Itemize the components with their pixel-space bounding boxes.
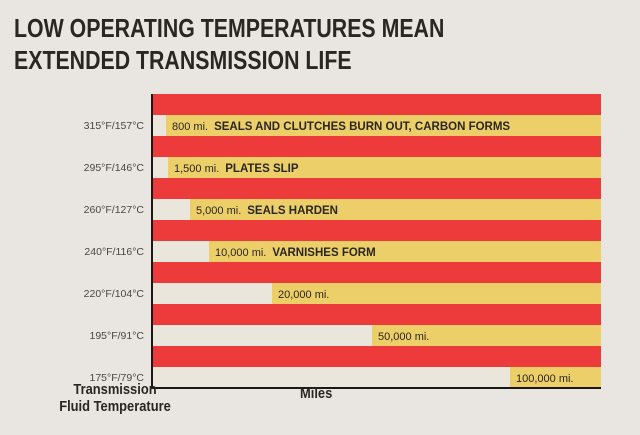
red-stripe [152,262,601,283]
bar [152,157,168,178]
y-tick-label: 295°F/146°C [84,162,145,174]
bar [152,367,510,388]
bar [152,115,166,136]
y-tick-label: 195°F/91°C [89,330,144,342]
data-label: 800 mi. SEALS AND CLUTCHES BURN OUT, CARB… [172,121,510,133]
data-label: 100,000 mi. [516,373,573,385]
data-label: 1,500 mi. PLATES SLIP [174,163,299,175]
annotation: VARNISHES FORM [272,247,375,259]
red-stripe [152,94,601,115]
annotation: PLATES SLIP [225,163,299,175]
chart-title-line-2: EXTENDED TRANSMISSION LIFE [14,45,352,75]
red-stripe [152,346,601,367]
annotation: SEALS AND CLUTCHES BURN OUT, CARBON FORM… [214,121,510,133]
x-axis-label: Miles [300,385,333,402]
annotation: SEALS HARDEN [247,205,338,217]
red-stripe [152,304,601,325]
data-label: 5,000 mi. SEALS HARDEN [196,205,338,217]
red-stripe [152,136,601,157]
data-label: 20,000 mi. [278,289,329,301]
y-tick-label: 175°F/79°C [89,372,144,384]
bar-remainder [510,367,601,388]
bar-remainder [190,199,601,220]
y-tick-label: 260°F/127°C [84,204,145,216]
y-tick-label: 240°F/116°C [84,246,144,258]
y-axis-label: Transmission Fluid Temperature [51,381,180,415]
y-tick-label: 220°F/104°C [84,288,145,300]
data-label: 10,000 mi. VARNISHES FORM [215,247,376,259]
y-axis-label-line-1: Transmission [73,381,157,398]
bar-remainder [372,325,601,346]
data-label: 50,000 mi. [378,331,429,343]
chart-title-line-1: LOW OPERATING TEMPERATURES MEAN [14,13,445,43]
bar [152,241,209,262]
y-axis-label-line-2: Fluid Temperature [59,398,171,415]
bar [152,283,272,304]
chart-title: LOW OPERATING TEMPERATURES MEAN EXTENDED… [14,12,444,76]
bar-remainder [272,283,601,304]
y-tick-label: 315°F/157°C [84,120,145,132]
bar [152,199,190,220]
bar-remainder [209,241,601,262]
red-stripe [152,220,601,241]
bar-remainder [166,115,601,136]
red-stripe [152,178,601,199]
bar [152,325,372,346]
bar-remainder [168,157,601,178]
